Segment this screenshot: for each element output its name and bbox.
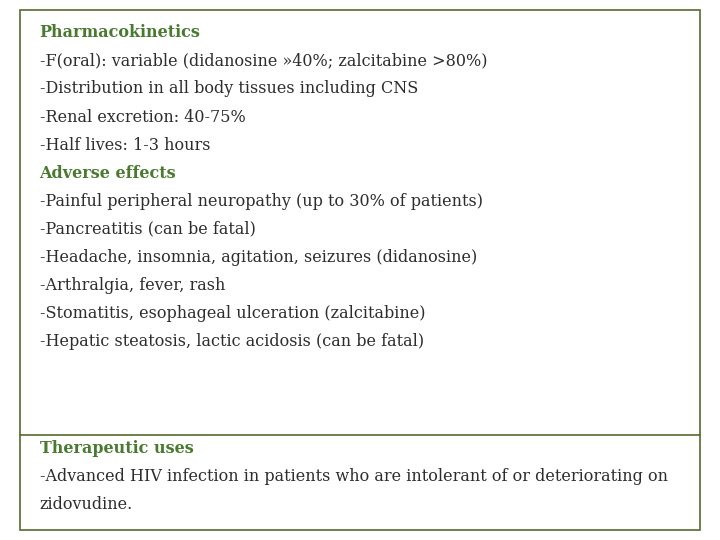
Text: -Distribution in all body tissues including CNS: -Distribution in all body tissues includ… bbox=[40, 80, 418, 97]
Text: -Painful peripheral neuropathy (up to 30% of patients): -Painful peripheral neuropathy (up to 30… bbox=[40, 193, 482, 210]
Text: -Arthralgia, fever, rash: -Arthralgia, fever, rash bbox=[40, 277, 225, 294]
Text: -Half lives: 1-3 hours: -Half lives: 1-3 hours bbox=[40, 137, 210, 153]
Text: Therapeutic uses: Therapeutic uses bbox=[40, 440, 194, 457]
Text: zidovudine.: zidovudine. bbox=[40, 496, 133, 513]
FancyBboxPatch shape bbox=[20, 10, 700, 530]
Text: Pharmacokinetics: Pharmacokinetics bbox=[40, 24, 200, 41]
Text: Adverse effects: Adverse effects bbox=[40, 165, 176, 181]
Text: -Pancreatitis (can be fatal): -Pancreatitis (can be fatal) bbox=[40, 221, 256, 238]
Text: -Renal excretion: 40-75%: -Renal excretion: 40-75% bbox=[40, 109, 246, 125]
Text: -Headache, insomnia, agitation, seizures (didanosine): -Headache, insomnia, agitation, seizures… bbox=[40, 249, 477, 266]
Text: -Hepatic steatosis, lactic acidosis (can be fatal): -Hepatic steatosis, lactic acidosis (can… bbox=[40, 333, 424, 350]
Text: -Stomatitis, esophageal ulceration (zalcitabine): -Stomatitis, esophageal ulceration (zalc… bbox=[40, 305, 425, 322]
Text: -Advanced HIV infection in patients who are intolerant of or deteriorating on: -Advanced HIV infection in patients who … bbox=[40, 468, 667, 485]
Text: -F(oral): variable (didanosine »40%; zalcitabine >80%): -F(oral): variable (didanosine »40%; zal… bbox=[40, 52, 487, 69]
